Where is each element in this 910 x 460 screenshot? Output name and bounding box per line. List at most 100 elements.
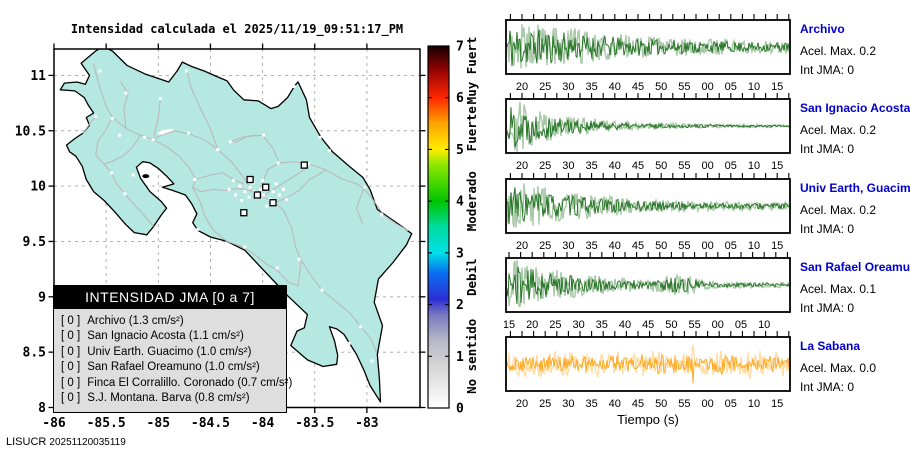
x-axis-tick-label: -84 (251, 416, 275, 431)
y-axis-tick-label: 9 (38, 290, 46, 305)
legend-entry: [ 0 ] San Ignacio Acosta (1.1 cm/s²) (61, 329, 282, 344)
colorbar-value: 1 (456, 350, 464, 365)
legend-entry-intensity: [ 0 ] (61, 361, 81, 374)
station-marker (269, 199, 277, 207)
station-marker (253, 191, 262, 199)
time-tick-label: 20 (516, 160, 528, 172)
station-info-5: La Sabana Acel. Max. 0.0 Int JMA: 0 (800, 339, 910, 394)
legend-entries: [ 0 ] Archivo (1.3 cm/s²) [ 0 ] San Ignacio… (54, 309, 292, 412)
colorbar-gradient (427, 45, 450, 409)
panel-top-ticks (509, 331, 790, 337)
seismogram-panel-1: 20 25 30 35 40 45 50 55 00 05 10 15 (505, 14, 791, 93)
x-axis-tick-label: -83.5 (295, 416, 334, 431)
time-tick-label: 55 (678, 240, 690, 252)
time-tick-label: 05 (735, 319, 747, 331)
seismogram-panel-4: 15 20 25 30 35 40 45 50 55 00 05 10 (504, 252, 791, 331)
panel-time-labels: 20 25 30 35 40 45 50 55 00 05 10 15 (516, 240, 783, 252)
time-tick-label: 55 (678, 160, 690, 172)
colorbar-category-label: Moderado (464, 171, 479, 231)
legend-entry-station: San Rafael Oreamuno (1.0 cm/s²) (87, 361, 260, 374)
waveform-trace-group (507, 183, 789, 228)
legend-entry-station: San Ignacio Acosta (1.1 cm/s²) (87, 330, 244, 343)
time-tick-label: 40 (609, 160, 621, 172)
legend-entry: [ 0 ] Finca El Corralillo. Coronado (0.7 … (61, 376, 292, 391)
legend-entry-intensity: [ 0 ] (61, 345, 81, 358)
x-axis-tick-label: -85.5 (87, 416, 126, 431)
station-info-4: San Rafael Oreamuno Acel. Max. 0.1 Int JMA… (800, 260, 910, 315)
y-axis-tick-label: 9.5 (23, 235, 46, 250)
legend-title: INTENSIDAD JMA [0 a 7] (54, 286, 286, 309)
y-axis-tick-label: 10 (30, 180, 46, 195)
station-name: Archivo (800, 22, 845, 36)
colorbar-value: 7 (456, 40, 464, 55)
legend-entry-station: Univ Earth. Guacimo (1.0 cm/s²) (87, 345, 252, 358)
time-tick-label: 00 (712, 319, 724, 331)
time-tick-label: 00 (701, 240, 713, 252)
legend-entry-intensity: [ 0 ] (61, 376, 81, 389)
x-axis-tick-label: -83 (355, 416, 378, 431)
panel-top-ticks (509, 14, 790, 20)
panel-top-ticks (509, 173, 790, 179)
waveform-trace-group (507, 101, 789, 152)
map-plot-area (54, 49, 420, 408)
time-tick-label: 55 (678, 398, 690, 410)
station-int-jma: Int JMA: 0 (800, 142, 855, 156)
intensity-legend: INTENSIDAD JMA [0 a 7] [ 0 ] Archivo (1.3… (53, 285, 292, 414)
time-tick-label: 15 (771, 160, 783, 172)
panel-time-labels: 20 25 30 35 40 45 50 55 00 05 10 15 (516, 81, 783, 93)
waveform-trace (507, 352, 789, 384)
time-tick-label: 45 (642, 319, 654, 331)
time-tick-label: 30 (562, 81, 574, 93)
time-tick-label: 10 (748, 160, 760, 172)
time-tick-label: 30 (572, 319, 584, 331)
panel-top-ticks (509, 93, 790, 99)
legend-entry-station: S.J. Montana. Barva (0.8 cm/s²) (87, 392, 250, 405)
station-info-3: Univ Earth, Guacimo Acel. Max. 0.2 Int JMA… (800, 181, 910, 236)
colorbar-category-label: Muy Fuerte (464, 36, 479, 104)
time-tick-label: 40 (609, 81, 621, 93)
watermark-label: LISUCR (6, 436, 47, 448)
colorbar-ticks (428, 97, 449, 357)
time-tick-label: 05 (725, 160, 737, 172)
time-tick-label: 00 (701, 398, 713, 410)
station-int-jma: Int JMA: 0 (800, 380, 855, 394)
colorbar-tick-labels: 0 1 2 3 4 5 6 7 (456, 40, 464, 417)
panel-frame (505, 19, 791, 75)
time-tick-label: 35 (596, 319, 608, 331)
highlighted-station-markers (240, 161, 308, 217)
station-name: San Rafael Oreamuno (800, 260, 910, 274)
waveform-trace (507, 107, 789, 148)
waveform-trace-group (507, 260, 789, 307)
legend-entry-intensity: [ 0 ] (61, 392, 81, 405)
waveform-trace (507, 187, 789, 225)
station-name: San Ignacio Acosta (800, 101, 910, 115)
waveform-trace-ghost (507, 344, 789, 381)
time-tick-label: 10 (748, 398, 760, 410)
time-tick-label: 15 (771, 240, 783, 252)
station-int-jma: Int JMA: 0 (800, 222, 855, 236)
legend-entry: [ 0 ] Univ Earth. Guacimo (1.0 cm/s²) (61, 345, 282, 360)
time-tick-label: 20 (516, 81, 528, 93)
colorbar-value: 4 (456, 195, 464, 210)
time-tick-label: 45 (632, 398, 644, 410)
time-tick-label: 20 (516, 240, 528, 252)
waveform-trace-group (507, 24, 789, 69)
time-tick-label: 50 (665, 319, 677, 331)
time-tick-label: 55 (688, 319, 700, 331)
time-tick-label: 50 (655, 398, 667, 410)
time-tick-label: 35 (585, 398, 597, 410)
waveform-trace (507, 266, 789, 305)
station-acel-max: Acel. Max. 0.1 (800, 282, 877, 296)
y-axis-tick-label: 8.5 (23, 346, 46, 361)
seismogram-panel-2: 20 25 30 35 40 45 50 55 00 05 10 15 (505, 93, 791, 172)
time-tick-label: 35 (585, 240, 597, 252)
colorbar-value: 5 (456, 143, 464, 158)
road-network (82, 63, 409, 353)
y-axis-tick-label: 8 (38, 401, 46, 416)
time-tick-label: 25 (539, 160, 551, 172)
time-tick-label: 30 (562, 160, 574, 172)
station-marker (246, 175, 254, 184)
time-tick-label: 25 (549, 319, 561, 331)
station-name: Univ Earth, Guacimo (800, 181, 910, 195)
time-tick-label: 40 (619, 319, 631, 331)
